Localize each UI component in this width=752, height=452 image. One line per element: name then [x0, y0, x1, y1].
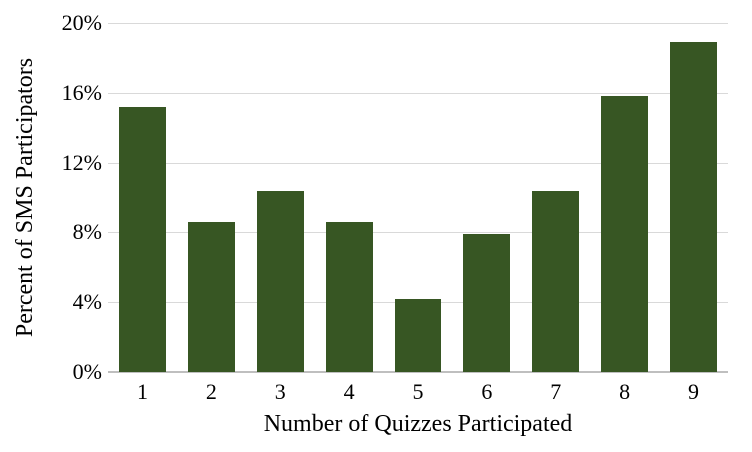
- bar-quizzes-3: [256, 190, 304, 372]
- x-tick-label: 5: [412, 379, 424, 404]
- x-tick-label: 7: [550, 379, 562, 404]
- bar-quizzes-1: [119, 106, 166, 372]
- bar-quizzes-7: [532, 190, 580, 372]
- bar-quizzes-8: [601, 96, 649, 372]
- y-tick-label: 4%: [72, 289, 102, 315]
- y-tick-label: 20%: [61, 10, 102, 35]
- plot-area: [108, 23, 728, 373]
- x-tick-label: 6: [481, 379, 493, 404]
- x-tick-label: 1: [136, 379, 148, 404]
- y-tick-label: 16%: [61, 79, 102, 105]
- y-tick-label: 12%: [61, 149, 102, 175]
- y-tick-label: 0%: [72, 359, 102, 384]
- gridline: [108, 162, 728, 164]
- x-tick-label: 8: [619, 379, 631, 404]
- y-axis-tick-labels: 0% 4% 8% 12% 16% 20%: [0, 12, 102, 383]
- x-axis-tick-labels: 1 2 3 4 5 6 7 8 9: [108, 379, 728, 405]
- gridline: [108, 23, 728, 24]
- bar-quizzes-5: [394, 298, 442, 372]
- x-axis-title: Number of Quizzes Participated: [263, 411, 573, 437]
- bar-quizzes-6: [463, 234, 511, 372]
- x-tick-label: 4: [343, 379, 355, 404]
- bar-quizzes-2: [187, 221, 235, 372]
- gridline: [108, 92, 728, 94]
- y-tick-label: 8%: [72, 219, 102, 245]
- x-tick-label: 9: [688, 379, 700, 404]
- bar-quizzes-4: [325, 221, 373, 372]
- x-tick-label: 2: [205, 379, 217, 404]
- x-tick-label: 3: [274, 379, 286, 404]
- bar-quizzes-9: [670, 42, 717, 372]
- gridline: [108, 232, 728, 234]
- x-axis-line: [108, 371, 728, 373]
